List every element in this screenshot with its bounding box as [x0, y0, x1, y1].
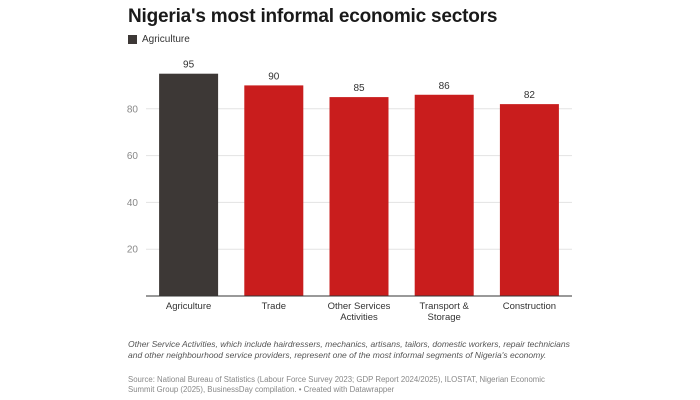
- chart-title: Nigeria's most informal economic sectors: [128, 6, 498, 27]
- data-label: 85: [353, 83, 365, 94]
- x-tick-label: Trade: [262, 301, 286, 312]
- chart-legend: Agriculture: [128, 34, 190, 45]
- y-tick-label: 60: [127, 151, 139, 162]
- data-label: 90: [268, 71, 280, 82]
- bar: [499, 104, 559, 297]
- bar: [414, 94, 474, 296]
- x-tick-label: Other Services Activities: [328, 301, 391, 323]
- x-tick-label: Transport & Storage: [420, 301, 470, 323]
- legend-swatch: [128, 35, 137, 44]
- y-tick-label: 40: [127, 198, 139, 209]
- chart-source: Source: National Bureau of Statistics (L…: [128, 375, 545, 394]
- x-tick-label: Construction: [503, 301, 556, 312]
- x-tick-label: Agriculture: [166, 301, 211, 312]
- data-label: 86: [439, 81, 451, 92]
- chart-note: Other Service Activities, which include …: [128, 339, 570, 360]
- bar-chart: 20 40 60 80 95 Agriculture 90 Trade 85 Other Serv…: [127, 60, 572, 323]
- y-tick-label: 80: [127, 104, 139, 115]
- bar: [244, 85, 304, 297]
- bar: [329, 97, 389, 296]
- bar: [159, 73, 219, 296]
- data-label: 95: [183, 60, 195, 71]
- data-label: 82: [524, 90, 536, 101]
- legend-label: Agriculture: [142, 34, 190, 45]
- y-tick-label: 20: [127, 245, 139, 256]
